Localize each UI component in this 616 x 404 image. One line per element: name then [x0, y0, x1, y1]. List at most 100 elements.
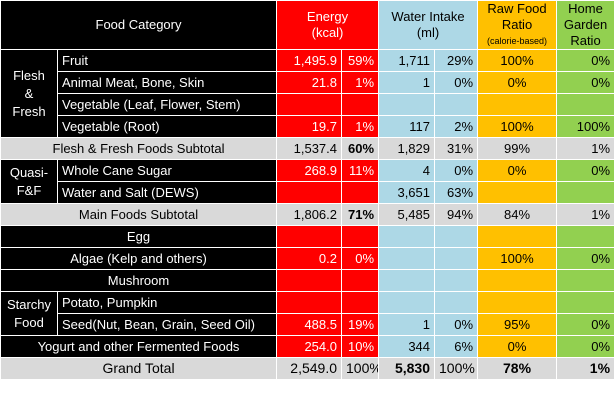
- row-label: Egg: [0, 225, 277, 248]
- raw-ratio: [477, 181, 558, 204]
- garden-ratio: [556, 269, 616, 292]
- garden-ratio: 0%: [556, 159, 616, 182]
- row-label: Grand Total: [0, 357, 277, 380]
- garden-ratio: 0%: [556, 247, 616, 270]
- energy-pct: 10%: [340, 335, 380, 358]
- energy-pct: [340, 291, 380, 314]
- header-home-garden: Home Garden Ratio: [556, 0, 616, 50]
- table-row: Vegetable (Leaf, Flower, Stem): [1, 93, 616, 116]
- garden-ratio: 0%: [556, 313, 616, 336]
- raw-ratio: 99%: [477, 137, 558, 160]
- energy-pct: 1%: [340, 71, 380, 94]
- row-label: Seed(Nut, Bean, Grain, Seed Oil): [57, 313, 277, 336]
- raw-ratio: 0%: [477, 71, 558, 94]
- water-value: 117: [378, 115, 436, 138]
- water-pct: 0%: [434, 313, 479, 336]
- energy-pct: 59%: [340, 49, 380, 72]
- table-row: Egg: [0, 225, 616, 248]
- group-label: F&F: [16, 182, 42, 198]
- energy-pct: 60%: [340, 137, 380, 160]
- raw-ratio: [477, 291, 558, 314]
- raw-ratio: 0%: [477, 159, 558, 182]
- water-pct: 0%: [434, 159, 479, 182]
- group-label: Starchy: [6, 296, 52, 312]
- table-row: Algae (Kelp and others) 0.2 0% 100% 0%: [0, 247, 616, 270]
- raw-ratio: 0%: [477, 335, 558, 358]
- header-raw-note: (calorie-based): [487, 36, 548, 46]
- energy-pct: 71%: [340, 203, 380, 226]
- header-water-unit: (ml): [416, 25, 440, 40]
- row-label: Yogurt and other Fermented Foods: [0, 335, 277, 358]
- raw-ratio: 78%: [477, 357, 558, 380]
- energy-pct: [340, 93, 380, 116]
- water-pct: 94%: [434, 203, 479, 226]
- water-value: 4: [378, 159, 436, 182]
- group-flesh-fresh: Flesh & Fresh: [0, 49, 58, 138]
- water-value: [378, 247, 436, 270]
- header-garden-label-3: Ratio: [570, 33, 601, 48]
- subtotal-row: Main Foods Subtotal 1,806.2 71% 5,485 94…: [0, 203, 616, 226]
- water-value: 1: [378, 71, 436, 94]
- header-row: Food Category Energy (kcal) Water Intake…: [0, 0, 616, 50]
- water-value: [378, 269, 436, 292]
- table-row: Yogurt and other Fermented Foods 254.0 1…: [0, 335, 616, 358]
- grand-total-row: Grand Total 2,549.0 100% 5,830 100% 78% …: [0, 357, 616, 380]
- header-garden-label-2: Garden: [563, 17, 608, 32]
- raw-ratio: [477, 225, 558, 248]
- table-row: Seed(Nut, Bean, Grain, Seed Oil) 488.5 1…: [1, 313, 616, 336]
- row-label: Algae (Kelp and others): [0, 247, 277, 270]
- garden-ratio: 1%: [556, 357, 616, 380]
- energy-value: 1,537.4: [276, 137, 342, 160]
- group-quasi: Quasi- F&F: [0, 159, 58, 204]
- energy-value: [276, 291, 342, 314]
- garden-ratio: [556, 181, 616, 204]
- group-label: Quasi-: [9, 164, 49, 180]
- water-value: 1: [378, 313, 436, 336]
- table-row: Flesh & Fresh Fruit 1,495.9 59% 1,711 29…: [0, 49, 616, 138]
- water-pct: [434, 225, 479, 248]
- energy-value: 1,495.9: [276, 49, 342, 72]
- water-pct: 0%: [434, 71, 479, 94]
- energy-pct: 1%: [340, 115, 380, 138]
- header-energy-unit: (kcal): [311, 25, 344, 40]
- energy-value: 19.7: [276, 115, 342, 138]
- header-water-label: Water Intake: [391, 9, 465, 24]
- energy-value: [276, 225, 342, 248]
- row-label: Water and Salt (DEWS): [57, 181, 277, 204]
- raw-ratio: [477, 93, 558, 116]
- energy-value: 1,806.2: [276, 203, 342, 226]
- energy-pct: [340, 181, 380, 204]
- food-intake-table: Food Category Energy (kcal) Water Intake…: [0, 0, 616, 380]
- water-value: [378, 225, 436, 248]
- header-raw-label: Raw Food: [487, 1, 547, 17]
- garden-ratio: [556, 93, 616, 116]
- water-value: 1,711: [378, 49, 436, 72]
- table-row: Mushroom: [0, 269, 616, 292]
- header-energy-label: Energy: [306, 9, 349, 24]
- header-food-category: Food Category: [0, 0, 277, 50]
- water-value: [378, 291, 436, 314]
- garden-ratio: [556, 225, 616, 248]
- energy-pct: [340, 225, 380, 248]
- water-value: 1,829: [378, 137, 436, 160]
- energy-pct: 11%: [340, 159, 380, 182]
- water-value: 344: [378, 335, 436, 358]
- energy-value: 268.9: [276, 159, 342, 182]
- water-pct: 6%: [434, 335, 479, 358]
- raw-ratio: 100%: [477, 49, 558, 72]
- water-pct: 29%: [434, 49, 479, 72]
- table-row: Starchy Food Potato, Pumpkin: [0, 291, 616, 336]
- garden-ratio: 1%: [556, 137, 616, 160]
- water-pct: [434, 291, 479, 314]
- raw-ratio: [477, 269, 558, 292]
- water-value: [378, 93, 436, 116]
- energy-pct: 0%: [340, 247, 380, 270]
- water-pct: 31%: [434, 137, 479, 160]
- row-label: Potato, Pumpkin: [57, 291, 277, 314]
- garden-ratio: 1%: [556, 203, 616, 226]
- header-energy: Energy (kcal): [275, 0, 380, 50]
- water-pct: [434, 269, 479, 292]
- row-label: Animal Meat, Bone, Skin: [57, 71, 277, 94]
- water-pct: [434, 93, 479, 116]
- group-starchy: Starchy Food: [0, 291, 58, 336]
